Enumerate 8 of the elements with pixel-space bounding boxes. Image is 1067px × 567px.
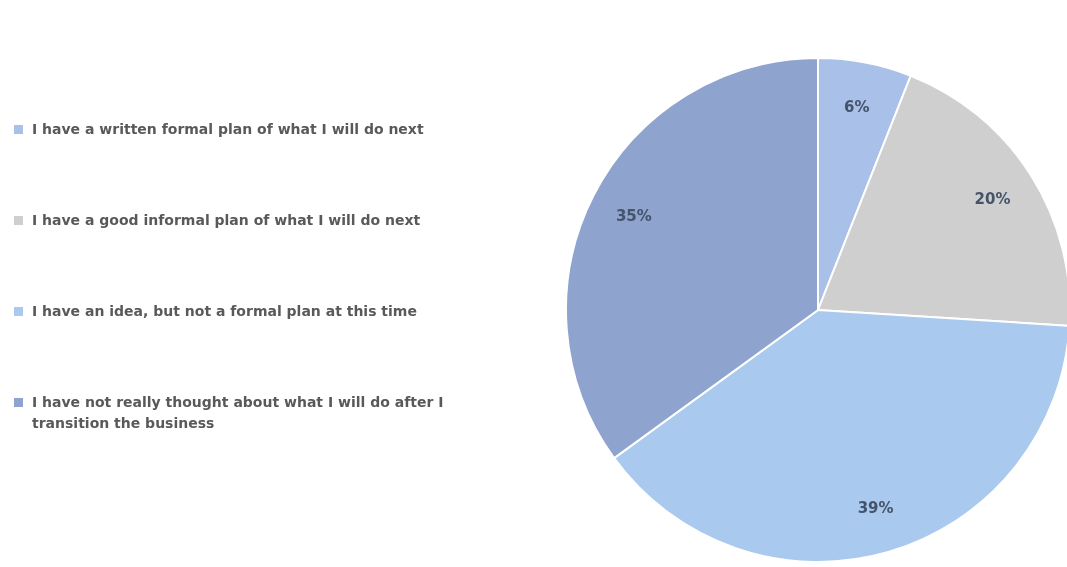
data-label: 6% <box>843 97 870 116</box>
legend-label: I have an idea, but not a formal plan at this time <box>32 303 417 319</box>
data-label: 20% <box>974 189 1011 208</box>
legend-label: I have not really thought about what I will do after I transition the business <box>32 394 444 431</box>
data-label: 39% <box>857 498 894 517</box>
data-label: 35% <box>615 206 652 225</box>
legend-label: I have a good informal plan of what I will do next <box>32 212 421 228</box>
legend-label: I have a written formal plan of what I will do next <box>32 121 424 137</box>
